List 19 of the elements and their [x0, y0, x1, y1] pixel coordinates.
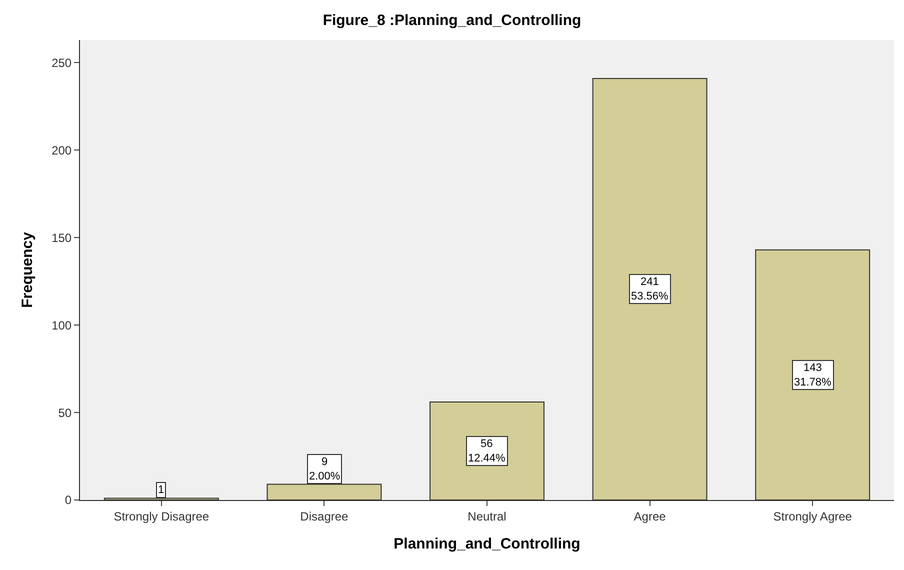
data-label: 56 12.44%: [468, 438, 506, 464]
x-tick-label: Strongly Disagree: [114, 509, 210, 524]
data-label: 143 31.78%: [794, 362, 832, 388]
x-tick-label: Agree: [634, 509, 666, 524]
y-tick-label: 150: [52, 230, 72, 245]
x-tick-label: Disagree: [300, 509, 349, 524]
chart-title: Figure_8 :Planning_and_Controlling: [322, 12, 582, 29]
data-label: 241 53.56%: [631, 276, 669, 302]
y-axis-title: Frequency: [18, 231, 36, 308]
x-tick-label: Strongly Agree: [773, 509, 852, 524]
x-axis-title: Planning_and_Controlling: [394, 535, 580, 552]
x-tick-label: Neutral: [468, 509, 506, 524]
y-tick-label: 100: [52, 318, 72, 332]
y-tick-label: 50: [58, 406, 72, 420]
y-tick-label: 0: [64, 493, 72, 508]
data-label: 1: [158, 484, 164, 496]
y-tick-label: 200: [52, 143, 72, 158]
data-label: 9 2.00%: [309, 456, 340, 482]
y-tick-label: 250: [52, 56, 72, 70]
